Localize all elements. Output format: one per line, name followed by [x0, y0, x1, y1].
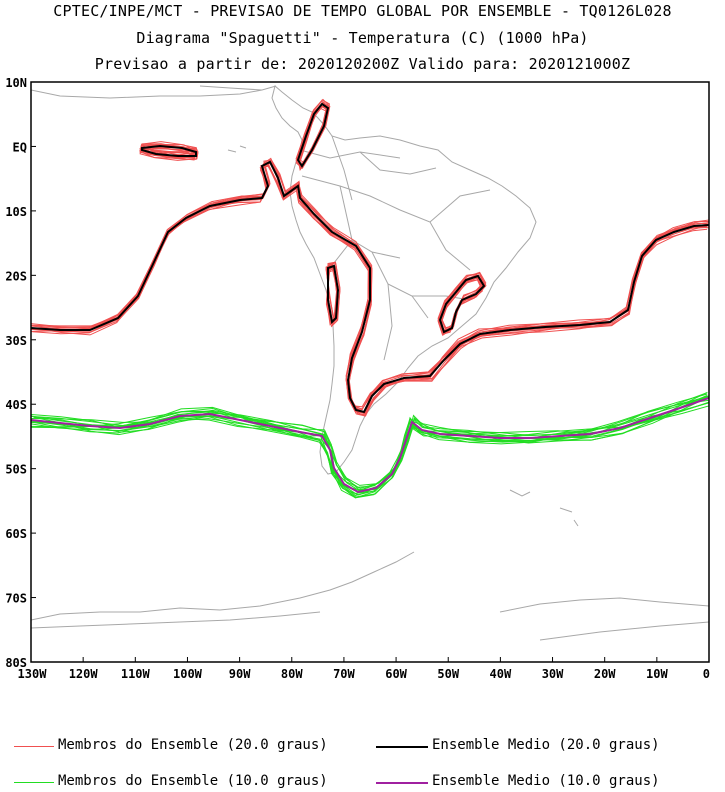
lon-tick-label: 40W	[490, 667, 512, 681]
mean-20C-contour-pacific-closed	[141, 144, 197, 157]
lon-tick-label: 0	[703, 667, 710, 681]
lat-tick-label: 20S	[5, 269, 27, 283]
member-10C-contour	[33, 396, 709, 494]
legend-label-mean-20C: Ensemble Medio (20.0 graus)	[432, 737, 660, 753]
latitude-axis: 10N EQ 10S 20S 30S 40S 50S 60S 70S 80S	[5, 76, 36, 670]
lon-tick-label: 50W	[437, 667, 459, 681]
title-line-3: Previsao a partir de: 2020120200Z Valido…	[94, 55, 631, 73]
lon-tick-label: 130W	[18, 667, 48, 681]
lon-tick-label: 60W	[385, 667, 407, 681]
lat-tick-label: EQ	[13, 140, 27, 154]
title-line-1: CPTEC/INPE/MCT - PREVISAO DE TEMPO GLOBA…	[53, 2, 672, 20]
legend-swatch-members-20C	[14, 746, 54, 747]
member-20C-contour	[325, 263, 341, 328]
longitude-axis: 130W 120W 110W 100W 90W 80W 70W 60W 50W 40W 30W 20W…	[18, 657, 710, 681]
legend-label-mean-10C: Ensemble Medio (10.0 graus)	[432, 773, 660, 789]
mean-20C-contour-brazil-closed	[438, 274, 486, 334]
member-10C-contour	[31, 401, 709, 492]
member-10C-contour	[33, 391, 708, 499]
central-america-coast	[31, 85, 277, 99]
member-20C-contour	[31, 159, 708, 411]
lon-tick-label: 120W	[69, 667, 99, 681]
legend-label-members-10C: Membros do Ensemble (10.0 graus)	[58, 773, 328, 789]
lon-tick-label: 70W	[333, 667, 355, 681]
legend-swatch-members-10C	[14, 782, 54, 783]
lon-tick-label: 30W	[542, 667, 564, 681]
islands	[227, 145, 579, 527]
legend-swatch-mean-10C	[376, 782, 428, 784]
member-10C-contour	[31, 402, 709, 488]
legend-swatch-mean-20C	[376, 746, 428, 748]
ensemble-mean-20C	[31, 102, 709, 414]
lat-tick-label: 40S	[5, 398, 27, 412]
member-10C-contour	[33, 395, 708, 498]
lat-tick-label: 10S	[5, 205, 27, 219]
title-line-2: Diagrama "Spaguetti" - Temperatura (C) (…	[136, 29, 589, 47]
member-20C-contour	[139, 141, 199, 161]
lat-tick-label: 60S	[5, 527, 27, 541]
legend-label-members-20C: Membros do Ensemble (20.0 graus)	[58, 737, 328, 753]
south-america-coast	[271, 85, 537, 475]
member-10C-contour	[31, 405, 709, 490]
ensemble-members-20C	[31, 98, 709, 417]
member-10C-contour	[31, 396, 708, 494]
lon-tick-label: 10W	[646, 667, 668, 681]
mean-10C-contour-main	[31, 397, 709, 494]
lat-tick-label: 80S	[5, 656, 27, 670]
member-10C-contour	[31, 402, 709, 486]
lat-tick-label: 30S	[5, 334, 27, 348]
member-20C-contour	[325, 263, 339, 321]
lon-tick-label: 90W	[229, 667, 251, 681]
lon-tick-label: 100W	[173, 667, 203, 681]
mean-20C-contour-andes-south	[327, 264, 340, 325]
member-10C-contour	[33, 396, 709, 499]
plot-frame	[30, 81, 710, 663]
mean-20C-contour-andes-north	[296, 102, 330, 168]
country-borders	[299, 135, 491, 361]
lon-tick-label: 110W	[121, 667, 151, 681]
coastlines	[31, 85, 709, 641]
mean-20C-contour-main	[31, 160, 709, 414]
ensemble-mean-10C	[31, 397, 709, 494]
ensemble-members-10C	[31, 391, 709, 499]
lat-tick-label: 10N	[5, 76, 27, 90]
lon-tick-label: 20W	[594, 667, 616, 681]
member-10C-contour	[33, 395, 709, 496]
lon-tick-label: 80W	[281, 667, 303, 681]
lat-tick-label: 70S	[5, 592, 27, 606]
member-10C-contour	[31, 399, 709, 489]
lat-tick-label: 50S	[5, 463, 27, 477]
antarctica-coast	[31, 551, 709, 641]
